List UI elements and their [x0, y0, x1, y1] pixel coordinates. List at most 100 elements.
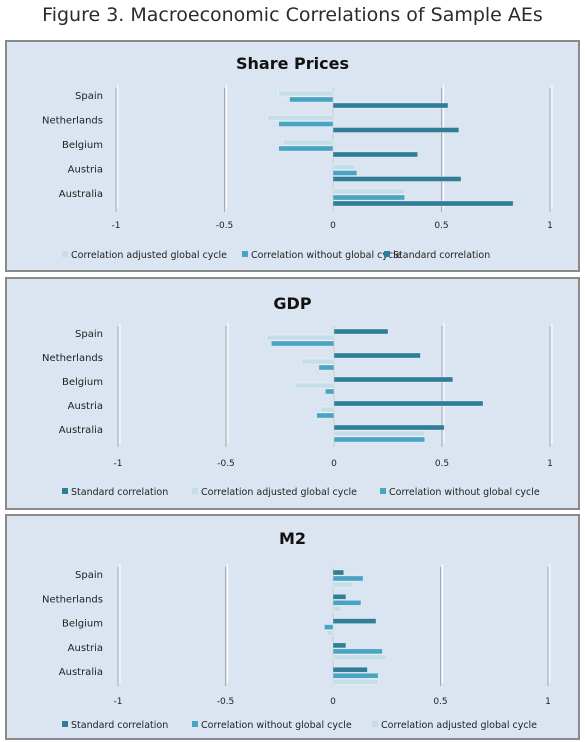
tick-label: -0.5 [216, 221, 234, 231]
bar-adjusted [282, 139, 334, 146]
gridline [224, 85, 227, 212]
legend-item: Standard correlation [62, 720, 168, 731]
bar-adjusted [278, 90, 334, 97]
tick-label: -1 [114, 697, 123, 707]
bar-adjusted [294, 382, 335, 389]
tick-label: 1 [547, 459, 553, 469]
bar-standard [332, 666, 368, 673]
bar-standard [333, 376, 454, 383]
bar-adjusted [332, 654, 387, 661]
category-label: Austria [68, 165, 103, 176]
legend-swatch [372, 721, 378, 727]
bar-standard [332, 127, 460, 133]
legend-label: Standard correlation [393, 250, 490, 261]
chart-title: GDP [273, 294, 312, 313]
chart-title: M2 [278, 529, 307, 548]
bar-adjusted [326, 630, 334, 636]
legend-item: Correlation without global cycle [380, 487, 540, 498]
legend-swatch [384, 251, 390, 257]
legend-item: Correlation without global cycle [192, 720, 352, 731]
legend-item: Standard correlation [384, 250, 490, 261]
bar-standard [333, 328, 389, 335]
category-label: Australia [59, 667, 103, 678]
bar-standard [332, 569, 344, 576]
figure-title: Figure 3. Macroeconomic Correlations of … [42, 4, 543, 26]
legend-item: Correlation without global cycle [242, 250, 402, 261]
category-label: Spain [75, 91, 103, 102]
legend-swatch [62, 251, 68, 257]
gdp-chart: GDP Spain Netherlands Belgium Austria Austra… [5, 277, 580, 510]
bar-standard [332, 176, 462, 182]
share-prices-chart: Share Prices Spain Netherlands Belgium Aust… [5, 40, 580, 272]
share-prices-plot: Spain Netherlands Belgium Austria Australia -… [42, 85, 553, 261]
tick-label: 1 [545, 697, 551, 707]
bar-adjusted [333, 430, 425, 437]
bar-without [332, 648, 383, 655]
bar-adjusted [301, 358, 335, 365]
category-label: Australia [59, 189, 103, 200]
bar-standard [332, 594, 347, 600]
bar-without [332, 575, 364, 582]
category-label: Belgium [62, 619, 103, 630]
tick-label: 0 [330, 697, 336, 707]
gridline [117, 323, 121, 447]
gridline [547, 564, 551, 686]
category-label: Australia [59, 425, 103, 436]
tick-label: -1 [114, 459, 123, 469]
tick-label: 0.5 [434, 221, 448, 231]
legend-label: Correlation without global cycle [251, 250, 402, 261]
tick-label: 0 [330, 221, 336, 231]
m2-plot: Spain Netherlands Belgium Austria Australia -… [42, 564, 551, 731]
legend-label: Correlation without global cycle [201, 720, 352, 731]
bar-without [324, 624, 334, 630]
bar-adjusted [332, 678, 379, 685]
bar-without [332, 170, 358, 176]
gridline [115, 85, 119, 212]
bar-adjusted [266, 334, 335, 341]
bar-without [325, 388, 335, 395]
bar-without [332, 600, 362, 606]
gridline [440, 564, 443, 686]
tick-label: 0.5 [435, 459, 449, 469]
bar-without [318, 364, 335, 371]
legend-swatch [192, 488, 198, 494]
legend-label: Standard correlation [71, 487, 168, 498]
bar-without [271, 340, 335, 347]
gridline [225, 323, 229, 447]
bar-adjusted [332, 164, 355, 170]
bar-standard [333, 400, 484, 407]
bar-without [332, 672, 379, 679]
bar-standard [332, 102, 449, 109]
bar-without [333, 436, 425, 443]
bar-adjusted [320, 406, 335, 413]
legend-label: Correlation adjusted global cycle [201, 487, 357, 498]
tick-label: 0 [331, 459, 337, 469]
bar-adjusted [332, 606, 342, 612]
category-label: Belgium [62, 140, 103, 151]
bar-standard [332, 151, 418, 158]
category-label: Belgium [62, 377, 103, 388]
bar-without [278, 145, 334, 152]
category-label: Netherlands [42, 594, 103, 605]
bar-adjusted [332, 581, 353, 588]
category-label: Spain [75, 329, 103, 340]
tick-label: -1 [112, 221, 121, 231]
tick-label: 0.5 [433, 697, 447, 707]
bar-without [278, 121, 334, 127]
legend-item: Correlation adjusted global cycle [192, 487, 357, 498]
bar-adjusted [267, 115, 334, 121]
legend-label: Standard correlation [71, 720, 168, 731]
m2-chart: M2 Spain Netherlands Belgium Austria Austral… [5, 514, 580, 740]
chart-title: Share Prices [236, 54, 349, 73]
gdp-plot: Spain Netherlands Belgium Austria Australia -… [42, 323, 553, 498]
category-label: Spain [75, 570, 103, 581]
legend-label: Correlation without global cycle [389, 487, 540, 498]
legend-swatch [380, 488, 386, 494]
bar-without [289, 96, 334, 103]
legend-label: Correlation adjusted global cycle [381, 720, 537, 731]
legend-swatch [62, 488, 68, 494]
gridline [117, 564, 121, 686]
category-label: Netherlands [42, 116, 103, 127]
legend-swatch [242, 251, 248, 257]
legend-swatch [192, 721, 198, 727]
